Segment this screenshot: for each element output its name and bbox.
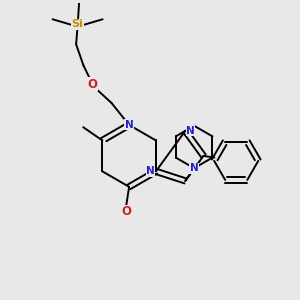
Text: N: N [190,163,199,173]
Text: O: O [121,205,131,218]
Text: O: O [87,78,97,91]
Text: N: N [146,166,155,176]
Text: N: N [125,120,134,130]
Text: Si: Si [72,19,83,29]
Text: N: N [186,126,195,136]
